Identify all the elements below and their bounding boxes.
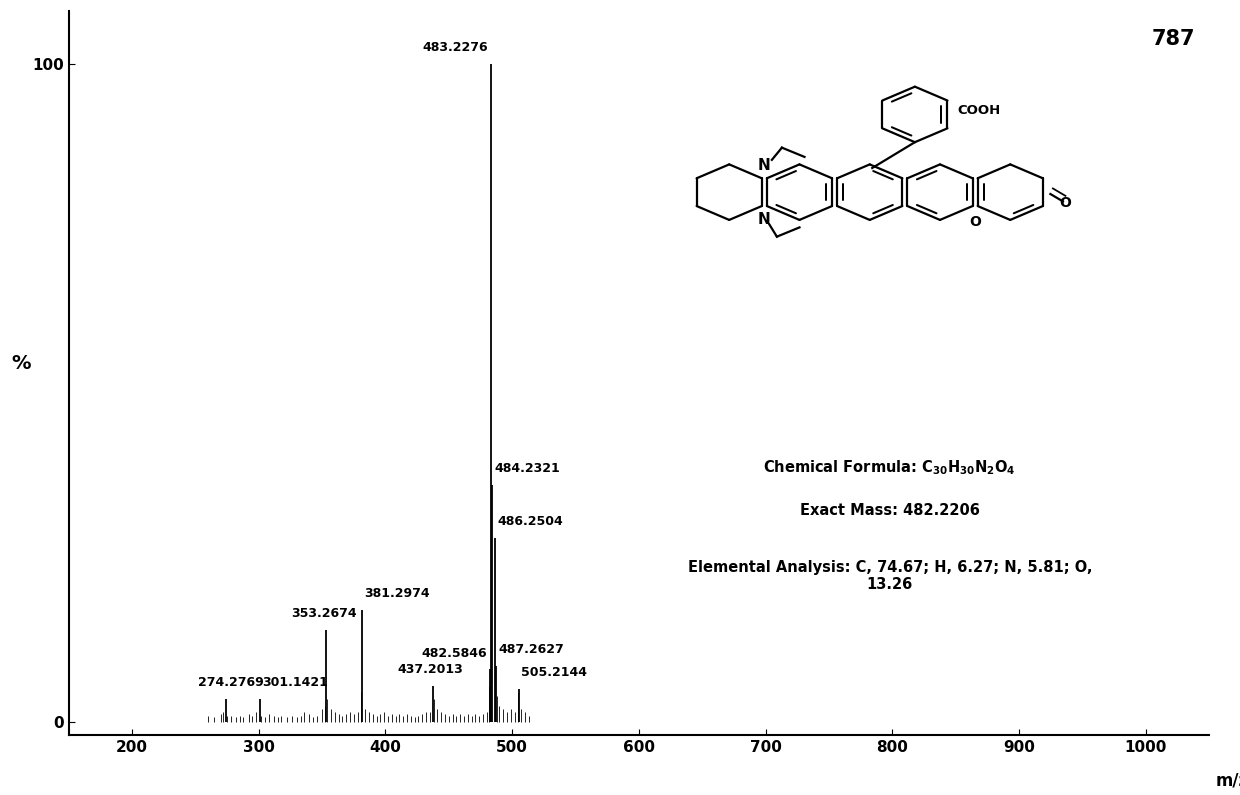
Text: 437.2013: 437.2013 [397,663,463,676]
Text: Elemental Analysis: C, 74.67; H, 6.27; N, 5.81; O,
13.26: Elemental Analysis: C, 74.67; H, 6.27; N… [687,560,1092,592]
Text: 483.2276: 483.2276 [423,41,489,54]
Text: 484.2321: 484.2321 [495,462,560,475]
Text: 486.2504: 486.2504 [497,515,563,528]
X-axis label: m/z: m/z [1215,771,1240,789]
Text: 353.2674: 353.2674 [290,607,356,620]
Text: Chemical Formula: $\mathbf{C_{30}H_{30}N_2O_4}$: Chemical Formula: $\mathbf{C_{30}H_{30}N… [764,458,1016,477]
Text: 381.2974: 381.2974 [365,588,430,600]
Text: 487.2627: 487.2627 [498,643,564,657]
Text: 482.5846: 482.5846 [422,646,487,660]
Text: 301.1421: 301.1421 [263,677,329,689]
Text: 505.2144: 505.2144 [521,666,588,679]
Text: Exact Mass: 482.2206: Exact Mass: 482.2206 [800,503,980,518]
Text: 274.2769: 274.2769 [198,677,264,689]
Text: 787: 787 [1152,29,1195,49]
Y-axis label: %: % [11,355,31,373]
